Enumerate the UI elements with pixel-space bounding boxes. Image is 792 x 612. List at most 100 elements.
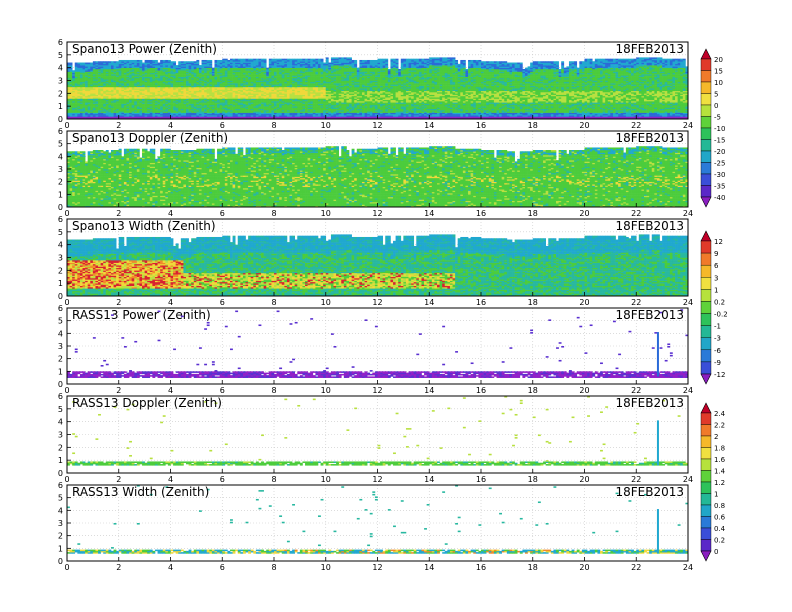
data-cell	[154, 110, 158, 112]
data-cell	[142, 115, 145, 117]
data-cell	[170, 101, 174, 103]
data-cell	[105, 99, 109, 102]
data-cell	[110, 98, 114, 101]
data-cell	[116, 84, 120, 86]
data-cell	[85, 65, 88, 67]
data-cell	[165, 71, 169, 74]
data-cell	[136, 74, 140, 76]
data-cell	[113, 116, 117, 119]
data-cell	[154, 68, 158, 71]
data-cell	[152, 74, 156, 76]
data-cell	[74, 77, 78, 80]
data-cell	[108, 95, 112, 98]
data-cell	[98, 68, 101, 71]
data-cell	[110, 106, 114, 108]
data-cell	[82, 77, 86, 80]
data-cell	[108, 115, 112, 117]
data-cell	[149, 70, 153, 72]
data-cell	[98, 84, 101, 86]
data-cell	[131, 76, 135, 79]
data-cell	[147, 71, 151, 74]
data-cell	[139, 84, 143, 86]
data-cell	[85, 102, 88, 104]
data-cell	[157, 83, 161, 85]
data-cell	[74, 99, 78, 102]
data-cell	[116, 106, 120, 108]
data-cell	[126, 92, 130, 94]
data-cell	[136, 77, 140, 80]
data-cell	[126, 86, 130, 89]
data-cell	[98, 111, 101, 113]
data-cell	[131, 97, 135, 99]
data-cell	[160, 76, 164, 79]
data-cell	[165, 88, 169, 90]
data-cell	[69, 103, 73, 106]
data-cell	[144, 71, 148, 74]
data-cell	[100, 71, 104, 74]
data-cell	[105, 92, 109, 94]
data-cell	[82, 92, 86, 94]
data-cell	[341, 57, 345, 59]
data-cell	[144, 76, 148, 79]
data-cell	[134, 108, 138, 111]
data-cell	[134, 86, 138, 89]
data-cell	[113, 103, 117, 106]
data-cell	[157, 71, 161, 74]
data-cell	[118, 63, 122, 66]
data-cell	[113, 74, 117, 76]
data-cell	[82, 90, 86, 93]
data-cell	[116, 98, 120, 101]
data-cell	[77, 74, 81, 76]
data-cell	[157, 113, 161, 116]
data-cell	[152, 66, 156, 68]
data-cell	[188, 61, 192, 63]
data-cell	[129, 86, 132, 89]
data-cell	[139, 68, 143, 71]
data-cell	[167, 68, 171, 71]
data-cell	[129, 72, 132, 75]
data-cell	[157, 74, 161, 76]
data-cell	[131, 63, 135, 66]
data-cell	[95, 63, 99, 66]
data-cell	[147, 66, 151, 68]
data-cell	[79, 94, 83, 97]
data-cell	[142, 108, 145, 111]
data-cell	[165, 101, 169, 103]
data-cell	[100, 116, 104, 119]
data-cell	[149, 110, 153, 112]
data-cell	[167, 62, 171, 65]
data-cell	[74, 112, 78, 115]
data-cell	[100, 104, 104, 107]
data-cell	[131, 71, 135, 74]
data-cell	[95, 77, 99, 80]
data-cell	[67, 115, 70, 117]
data-cell	[160, 67, 164, 70]
data-cell	[136, 113, 140, 116]
data-cell	[103, 98, 107, 101]
data-cell	[85, 74, 88, 76]
data-cell	[173, 112, 176, 115]
data-cell	[67, 85, 70, 88]
data-cell	[72, 92, 76, 94]
data-cell	[87, 79, 91, 81]
data-cell	[139, 112, 143, 115]
data-cell	[123, 97, 127, 99]
data-cell	[160, 90, 164, 93]
data-cell	[100, 107, 104, 110]
data-cell	[113, 88, 117, 90]
data-cell	[108, 63, 112, 66]
data-cell	[162, 115, 166, 117]
data-cell	[69, 88, 73, 90]
data-cell	[110, 94, 114, 97]
data-cell	[139, 88, 143, 90]
data-cell	[110, 68, 114, 71]
data-cell	[165, 102, 169, 104]
data-cell	[103, 108, 107, 111]
data-cell	[98, 66, 101, 68]
data-cell	[118, 104, 122, 107]
data-cell	[160, 79, 164, 81]
data-cell	[154, 101, 158, 103]
data-cell	[165, 89, 169, 92]
data-cell	[121, 79, 125, 81]
data-cell	[196, 59, 200, 62]
